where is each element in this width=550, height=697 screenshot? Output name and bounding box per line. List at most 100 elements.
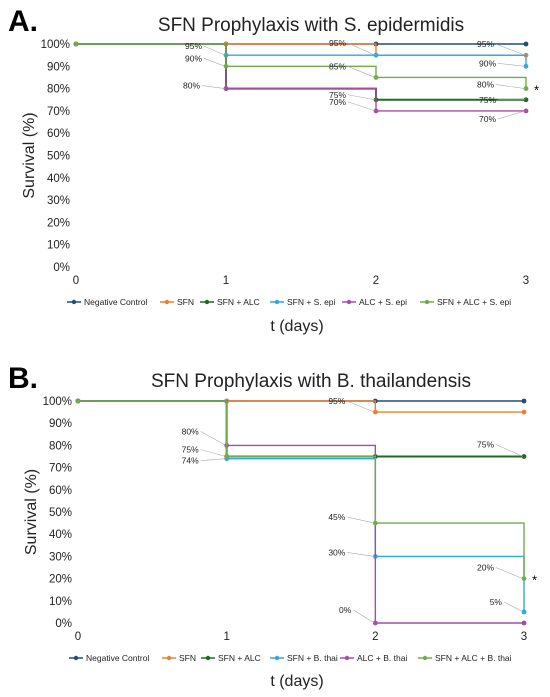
data-point	[521, 576, 527, 581]
legend-marker	[164, 299, 170, 305]
series-5	[75, 398, 527, 626]
series-line	[78, 400, 525, 612]
y-tick-label: 50%	[49, 507, 72, 519]
data-label: 80%	[183, 81, 200, 91]
data-point	[372, 520, 378, 526]
series-6	[73, 41, 529, 91]
x-tick-label: 1	[223, 631, 229, 643]
leader-line	[347, 94, 376, 101]
leader-line	[347, 101, 376, 112]
chart-title: SFN Prophylaxis with S. epidermidis	[158, 15, 464, 36]
leader-line	[495, 43, 526, 56]
leader-line	[495, 567, 524, 579]
series-4	[73, 41, 529, 69]
series-6	[75, 398, 527, 581]
y-axis-title: Survival (%)	[23, 469, 40, 555]
legend-entry: SFN	[162, 653, 196, 663]
y-tick-label: 70%	[47, 106, 70, 118]
legend-label: SFN + ALC	[218, 653, 261, 663]
data-label: 20%	[477, 563, 494, 573]
legend-marker	[73, 655, 79, 661]
leader-line	[200, 449, 226, 457]
y-tick-label: 20%	[47, 217, 70, 229]
legend-label: ALC + S. epi	[359, 297, 407, 307]
data-label: 5%	[490, 597, 503, 607]
data-point	[521, 398, 527, 404]
legend-entry: SFN + S. epi	[270, 297, 336, 307]
legend-entry: SFN + ALC	[200, 297, 260, 307]
data-point	[523, 86, 529, 91]
data-label: 70%	[329, 97, 346, 107]
legend-marker	[274, 299, 280, 305]
leader-line	[203, 58, 226, 67]
legend-marker	[166, 655, 172, 661]
leader-line	[347, 400, 375, 413]
legend-label: ALC + B. thai	[357, 653, 407, 663]
y-tick-label: 60%	[49, 485, 72, 497]
leader-line	[497, 63, 526, 67]
data-point	[521, 409, 527, 415]
y-tick-label: 60%	[47, 128, 70, 140]
leader-line	[201, 85, 226, 89]
legend-label: SFN + B. thai	[287, 653, 338, 663]
panel-label: B.	[8, 362, 38, 395]
series-4	[75, 398, 527, 615]
legend-marker	[71, 299, 77, 305]
data-point	[523, 41, 529, 47]
data-label: 75%	[182, 445, 199, 455]
legend-label: SFN + S. epi	[287, 297, 336, 307]
y-tick-label: 50%	[47, 151, 70, 163]
legend-entry: Negative Control	[67, 297, 147, 307]
x-tick-label: 3	[523, 275, 529, 287]
data-point	[523, 63, 529, 69]
leader-line	[495, 444, 524, 457]
legend-entry: ALC + S. epi	[342, 297, 407, 307]
y-tick-label: 0%	[55, 618, 72, 630]
data-label: 95%	[328, 396, 345, 406]
leader-line	[347, 552, 375, 557]
y-tick-label: 80%	[47, 84, 70, 96]
leader-line	[200, 431, 226, 446]
legend-marker	[346, 299, 352, 305]
legend-label: SFN	[177, 297, 194, 307]
x-tick-label: 2	[372, 631, 378, 643]
data-label: 80%	[477, 80, 494, 90]
y-tick-label: 100%	[41, 39, 70, 51]
legend-label: Negative Control	[86, 653, 149, 663]
legend-marker	[205, 655, 211, 661]
y-tick-label: 0%	[53, 262, 70, 274]
chart-title: SFN Prophylaxis with B. thailandensis	[151, 371, 471, 392]
series-line	[78, 400, 524, 458]
series-line	[76, 43, 526, 56]
leader-line	[353, 609, 375, 624]
data-label: 75%	[477, 440, 494, 450]
legend-label: SFN + ALC + S. epi	[437, 297, 511, 307]
data-label: 75%	[479, 95, 496, 105]
series-3	[75, 398, 527, 459]
data-label: 30%	[328, 547, 345, 557]
series-line	[78, 400, 525, 579]
data-label: 45%	[328, 512, 345, 522]
legend-marker	[204, 299, 210, 305]
panel-b: B. SFN Prophylaxis with B. thailandensis 0…	[8, 362, 537, 690]
series-line	[76, 43, 527, 67]
leader-line	[347, 516, 375, 524]
y-axis-title: Survival (%)	[21, 112, 38, 198]
series-3	[73, 41, 529, 103]
y-tick-label: 90%	[47, 61, 70, 73]
data-point	[224, 454, 230, 459]
data-label: 95%	[185, 41, 202, 51]
data-point	[523, 108, 529, 114]
series-line	[76, 43, 527, 89]
x-axis-title: t (days)	[270, 673, 323, 690]
series-line	[78, 400, 524, 624]
legend-label: Negative Control	[84, 297, 147, 307]
y-tick-label: 20%	[49, 574, 72, 586]
data-label: 85%	[329, 61, 346, 71]
y-tick-label: 30%	[47, 195, 70, 207]
data-point	[523, 97, 529, 103]
panel-label: A.	[8, 5, 38, 38]
legend-entry: SFN + ALC + S. epi	[420, 297, 511, 307]
y-tick-label: 30%	[49, 551, 72, 563]
x-tick-label: 0	[73, 275, 79, 287]
